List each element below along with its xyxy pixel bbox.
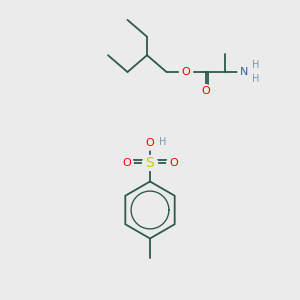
Circle shape <box>158 137 167 147</box>
Text: O: O <box>146 138 154 148</box>
Text: H: H <box>252 74 260 84</box>
Circle shape <box>142 155 158 170</box>
Circle shape <box>143 137 157 150</box>
Circle shape <box>167 156 180 170</box>
Circle shape <box>251 61 261 70</box>
Text: O: O <box>182 67 190 77</box>
Text: S: S <box>146 156 154 170</box>
Circle shape <box>120 156 133 170</box>
Text: O: O <box>201 86 210 96</box>
Text: O: O <box>169 158 178 168</box>
Circle shape <box>238 65 251 79</box>
Circle shape <box>179 65 193 79</box>
Circle shape <box>251 74 261 83</box>
Text: N: N <box>240 67 249 77</box>
Text: H: H <box>159 137 166 147</box>
Circle shape <box>199 85 212 98</box>
Text: H: H <box>252 60 260 70</box>
Text: O: O <box>122 158 131 168</box>
